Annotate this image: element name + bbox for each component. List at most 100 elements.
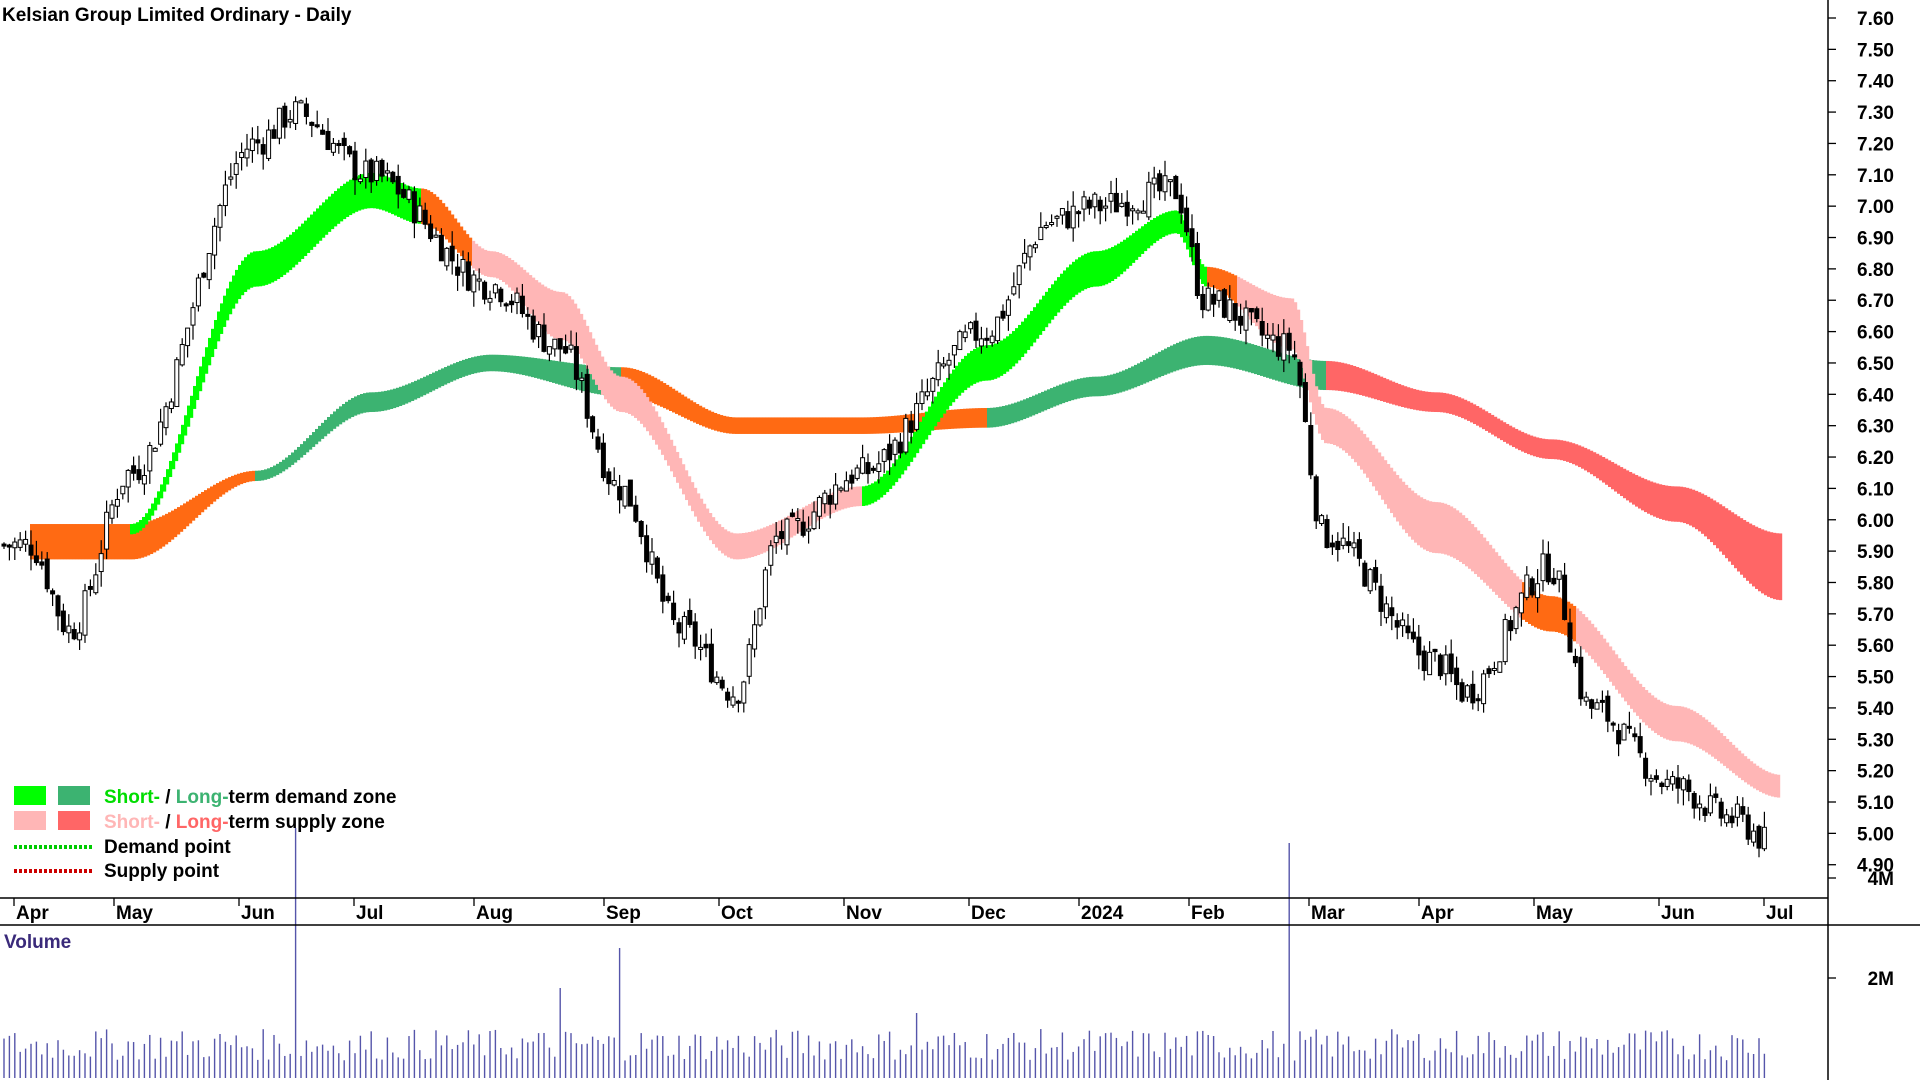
long-term-zone-slice bbox=[819, 417, 823, 434]
short-term-zone-slice bbox=[706, 508, 710, 537]
long-term-zone-slice bbox=[369, 392, 373, 413]
long-term-zone-slice bbox=[1572, 443, 1576, 465]
y-tick-label: 7.20 bbox=[1857, 134, 1894, 155]
short-term-zone-slice bbox=[1318, 396, 1322, 434]
short-term-zone-slice bbox=[1306, 346, 1310, 391]
long-term-zone-slice bbox=[1593, 452, 1597, 477]
short-term-zone-slice bbox=[922, 416, 926, 445]
long-term-zone-slice bbox=[1575, 444, 1579, 466]
short-term-zone-slice bbox=[1648, 692, 1652, 729]
long-term-zone-slice bbox=[1137, 363, 1141, 387]
short-term-zone-slice bbox=[1441, 502, 1445, 554]
candle-body bbox=[77, 632, 83, 641]
long-term-zone-slice bbox=[312, 432, 316, 447]
short-term-zone-slice bbox=[1351, 421, 1355, 459]
long-term-zone-slice bbox=[1056, 385, 1060, 406]
candle-body bbox=[455, 266, 461, 276]
long-term-zone-slice bbox=[459, 360, 463, 378]
candle-body bbox=[347, 146, 353, 155]
long-term-zone-slice bbox=[1410, 388, 1414, 410]
long-term-zone-slice bbox=[1776, 533, 1780, 600]
short-term-zone-slice bbox=[754, 530, 758, 557]
long-term-zone-slice bbox=[579, 364, 583, 391]
candle-body bbox=[1119, 202, 1125, 207]
short-term-zone-slice bbox=[898, 455, 902, 479]
long-term-zone-slice bbox=[405, 384, 409, 404]
long-term-zone-slice bbox=[1590, 450, 1594, 475]
long-term-zone-slice bbox=[1530, 435, 1534, 456]
candle-body bbox=[1211, 293, 1217, 305]
candle-body bbox=[1756, 825, 1762, 849]
short-term-zone-slice bbox=[838, 490, 842, 511]
legend-supply-short: Short- bbox=[104, 812, 160, 833]
candle-body bbox=[595, 436, 601, 450]
short-term-zone-slice bbox=[1480, 534, 1484, 580]
short-term-zone-slice bbox=[1177, 211, 1181, 234]
short-term-zone-slice bbox=[1408, 487, 1412, 537]
long-term-zone-slice bbox=[420, 378, 424, 397]
candle-body bbox=[163, 406, 169, 429]
short-term-zone-slice bbox=[265, 249, 269, 285]
short-term-zone-slice bbox=[1027, 314, 1031, 350]
candle-body bbox=[584, 373, 590, 419]
long-term-zone-slice bbox=[1521, 431, 1525, 452]
short-term-zone-slice bbox=[358, 175, 362, 211]
long-term-zone-slice bbox=[1014, 402, 1018, 423]
candle-body bbox=[1432, 648, 1438, 653]
candle-body bbox=[249, 138, 255, 152]
candle-body bbox=[816, 496, 822, 517]
long-term-zone-slice bbox=[864, 417, 868, 434]
short-term-zone-slice bbox=[316, 208, 320, 244]
short-term-zone-slice bbox=[1426, 500, 1430, 552]
long-term-zone-slice bbox=[765, 417, 769, 434]
candle-body bbox=[282, 105, 288, 128]
candle-body bbox=[1400, 619, 1406, 627]
short-term-zone-slice bbox=[1066, 267, 1070, 303]
short-term-zone-slice bbox=[532, 277, 536, 318]
long-term-zone-slice bbox=[183, 503, 187, 530]
long-term-zone-slice bbox=[75, 524, 79, 560]
legend-demand-sep: / bbox=[160, 787, 176, 808]
long-term-zone-slice bbox=[1413, 389, 1417, 410]
short-term-zone-slice bbox=[733, 533, 737, 560]
short-term-zone-slice bbox=[727, 531, 731, 558]
long-term-zone-slice bbox=[381, 391, 385, 412]
short-term-zone-slice bbox=[1117, 243, 1121, 277]
long-term-zone-slice bbox=[1719, 504, 1723, 552]
candle-body bbox=[703, 643, 709, 649]
long-term-zone-slice bbox=[1101, 376, 1105, 397]
short-term-zone-slice bbox=[1336, 410, 1340, 447]
candle-body bbox=[946, 359, 952, 366]
y-tick-label: 5.70 bbox=[1857, 605, 1894, 626]
long-term-zone-slice bbox=[144, 522, 148, 557]
x-tick-label: Aug bbox=[476, 903, 513, 924]
short-term-zone-slice bbox=[715, 520, 719, 548]
short-term-zone-slice bbox=[826, 494, 830, 516]
long-term-zone-slice bbox=[900, 415, 904, 433]
candle-body bbox=[1475, 698, 1481, 702]
short-term-zone-slice bbox=[376, 173, 380, 209]
candle-body bbox=[1184, 207, 1190, 233]
candle-body bbox=[1076, 211, 1082, 215]
long-term-zone-slice bbox=[372, 392, 376, 412]
candle-body bbox=[1702, 807, 1708, 816]
candle-body bbox=[681, 616, 687, 640]
short-term-zone-slice bbox=[598, 350, 602, 391]
short-term-zone-slice bbox=[1567, 601, 1571, 638]
short-term-zone-slice bbox=[1204, 266, 1208, 287]
long-term-zone-slice bbox=[561, 361, 565, 386]
short-term-zone-slice bbox=[1696, 713, 1700, 748]
candle-body bbox=[195, 277, 201, 307]
short-term-zone-slice bbox=[205, 347, 209, 374]
long-term-zone-slice bbox=[201, 491, 205, 513]
long-term-zone-slice bbox=[1161, 350, 1165, 376]
legend-supply-point: Supply point bbox=[104, 861, 220, 882]
long-term-zone-slice bbox=[825, 417, 829, 434]
long-term-zone-slice bbox=[1419, 390, 1423, 411]
short-term-zone-slice bbox=[268, 248, 272, 284]
candle-body bbox=[341, 137, 347, 147]
short-term-zone-slice bbox=[1534, 591, 1538, 628]
x-tick-label: Nov bbox=[846, 903, 882, 924]
long-term-zone-slice bbox=[294, 449, 298, 463]
candle-body bbox=[752, 624, 758, 650]
